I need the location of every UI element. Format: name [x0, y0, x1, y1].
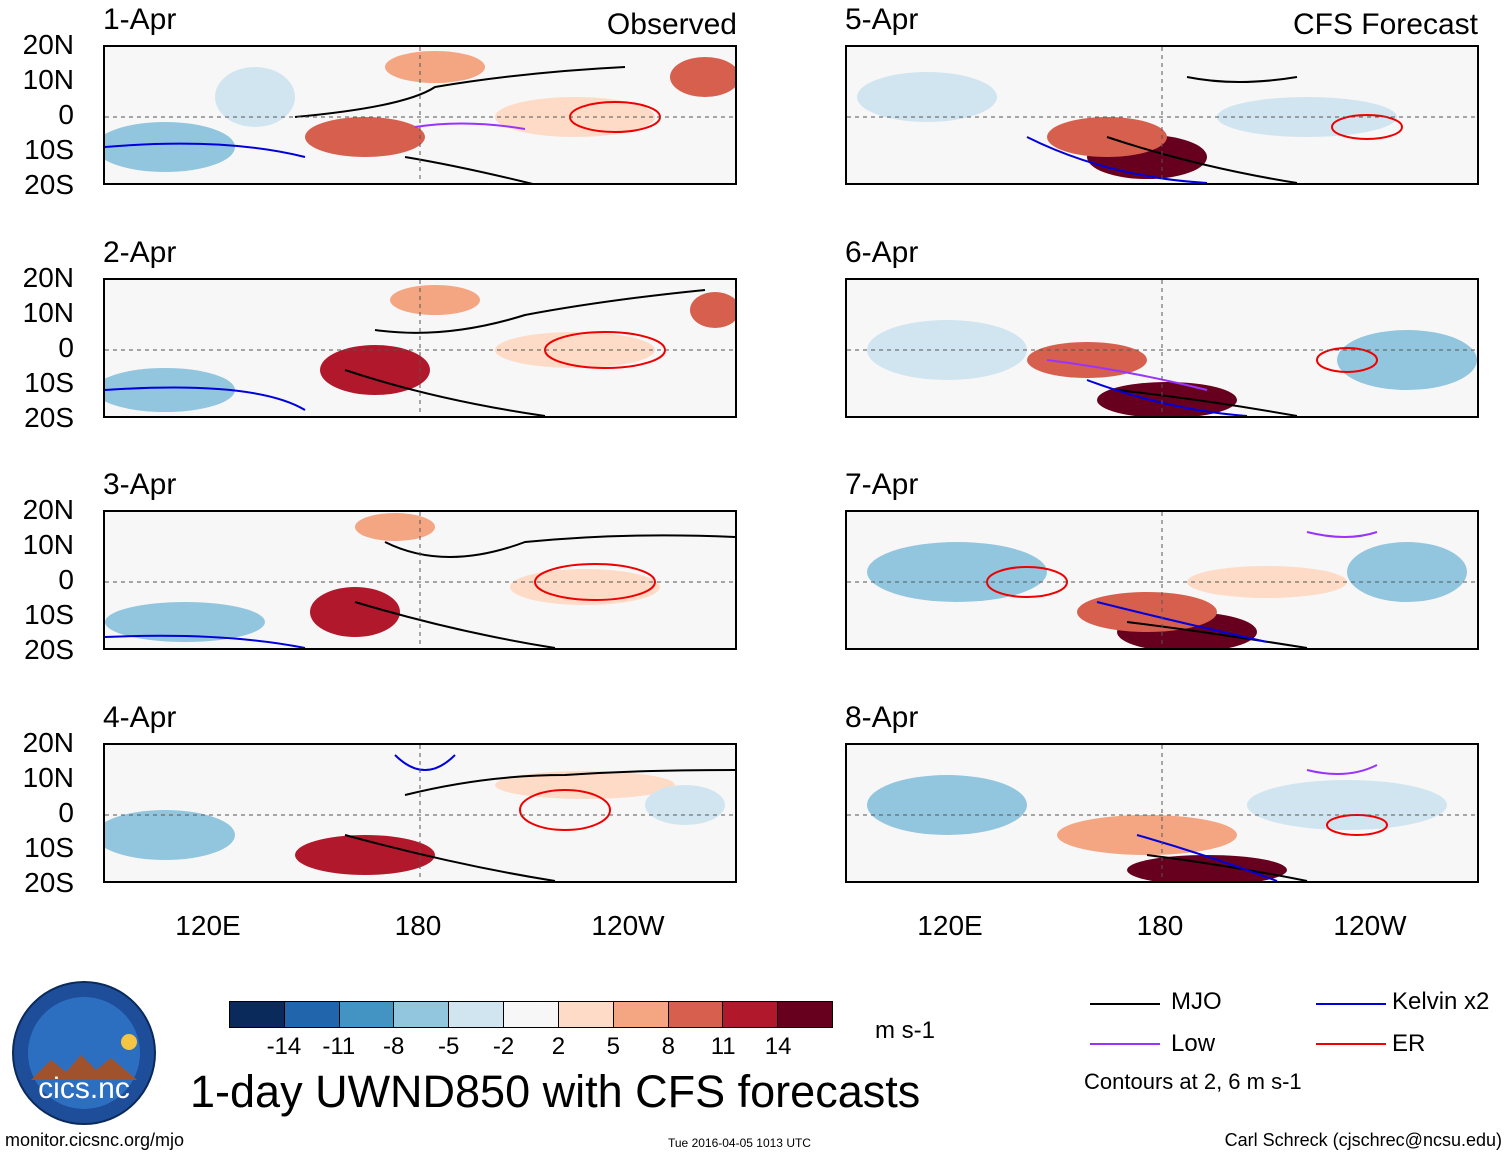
panel-date-4: 4-Apr [103, 701, 177, 734]
legend-label-mjo: MJO [1171, 988, 1222, 1015]
colorbar-swatch [449, 1002, 505, 1027]
lat-label: 20S [24, 402, 74, 433]
svg-text:cics.nc: cics.nc [38, 1072, 130, 1105]
legend-line-low [1090, 1043, 1160, 1045]
lat-label: 10N [22, 529, 74, 560]
lat-label: 10S [24, 367, 74, 398]
colorbar-swatch [394, 1002, 450, 1027]
colorbar-label: -5 [437, 1033, 460, 1060]
colorbar-label: 5 [606, 1033, 621, 1060]
legend-line-er [1316, 1043, 1386, 1045]
lat-label: 20N [22, 262, 74, 293]
map-panel-3 [103, 510, 737, 650]
colorbar-swatch [558, 1002, 614, 1027]
cicsnc-logo: cics.nc [12, 981, 156, 1125]
lat-label: 10N [22, 762, 74, 793]
colorbar-swatch [284, 1002, 340, 1027]
colorbar-swatch [504, 1002, 559, 1027]
lon-label-120w-right: 120W [1333, 910, 1407, 941]
lat-label: 20N [22, 727, 74, 758]
lat-label: 10S [24, 134, 74, 165]
lat-label: 10N [22, 297, 74, 328]
panel-date-7: 7-Apr [845, 468, 919, 501]
colorbar-label: -2 [492, 1033, 515, 1060]
lat-label: 10N [22, 64, 74, 95]
colorbar-units: m s-1 [875, 1017, 935, 1044]
legend-label-low: Low [1171, 1030, 1216, 1057]
lat-label: 20N [22, 29, 74, 60]
panel-date-6: 6-Apr [845, 236, 919, 269]
lat-label: 20N [22, 494, 74, 525]
lat-label: 0 [58, 332, 74, 363]
map-field-5 [847, 47, 1477, 183]
colorbar-swatch [668, 1002, 724, 1027]
site-url: monitor.cicsnc.org/mjo [5, 1130, 185, 1150]
colorbar-swatch [230, 1002, 285, 1027]
panel-source-observed: Observed [606, 8, 737, 41]
colorbar-swatch [723, 1002, 779, 1027]
lon-label-180-right: 180 [1136, 910, 1184, 941]
lon-label-120e-left: 120E [175, 910, 241, 941]
colorbar-label: -11 [322, 1033, 356, 1060]
colorbar-swatch [613, 1002, 669, 1027]
legend-label-er: ER [1392, 1030, 1426, 1057]
lat-label: 20S [24, 867, 74, 898]
lat-label: 0 [58, 564, 74, 595]
lat-label: 10S [24, 832, 74, 863]
map-field-8 [847, 745, 1477, 881]
lon-label-180-left: 180 [394, 910, 442, 941]
legend-line-mjo [1090, 1003, 1160, 1005]
map-panel-2 [103, 278, 737, 418]
lat-label: 10S [24, 599, 74, 630]
lat-label: 0 [58, 99, 74, 130]
lon-label-120w-left: 120W [591, 910, 665, 941]
contour-note: Contours at 2, 6 m s-1 [1084, 1069, 1302, 1094]
panel-date-8: 8-Apr [845, 701, 919, 734]
map-panel-7 [845, 510, 1479, 650]
map-field-7 [847, 512, 1477, 648]
lat-label: 20S [24, 634, 74, 665]
map-field-2 [105, 280, 735, 416]
panel-date-1: 1-Apr [103, 3, 177, 36]
colorbar-label: 8 [661, 1033, 675, 1060]
panel-date-3: 3-Apr [103, 468, 177, 501]
lat-label: 20S [24, 169, 74, 200]
map-field-3 [105, 512, 735, 648]
panel-date-2: 2-Apr [103, 236, 177, 269]
map-field-1 [105, 47, 735, 183]
timestamp: Tue 2016-04-05 1013 UTC [668, 1136, 811, 1150]
colorbar-label: 11 [710, 1033, 736, 1060]
panel-source-forecast: CFS Forecast [1292, 8, 1478, 41]
map-panel-5 [845, 45, 1479, 185]
map-panel-1 [103, 45, 737, 185]
lon-label-120e-right: 120E [917, 910, 983, 941]
panel-date-5: 5-Apr [845, 3, 919, 36]
author-credit: Carl Schreck (cjschrec@ncsu.edu) [1224, 1130, 1502, 1150]
legend-label-kelvin: Kelvin x2 [1392, 988, 1490, 1015]
map-field-6 [847, 280, 1477, 416]
colorbar-label: -14 [266, 1033, 302, 1060]
map-panel-4 [103, 743, 737, 883]
colorbar-label: 14 [764, 1033, 792, 1060]
figure-title: 1-day UWND850 with CFS forecasts [190, 1066, 921, 1117]
colorbar-swatch [339, 1002, 395, 1027]
map-field-4 [105, 745, 735, 881]
colorbar-label: -8 [383, 1033, 405, 1060]
legend-line-kelvin [1316, 1003, 1386, 1005]
colorbar-label: 2 [551, 1033, 566, 1060]
lat-label: 0 [58, 797, 74, 828]
colorbar [229, 1001, 833, 1028]
colorbar-swatch [778, 1002, 832, 1027]
map-panel-6 [845, 278, 1479, 418]
map-panel-8 [845, 743, 1479, 883]
